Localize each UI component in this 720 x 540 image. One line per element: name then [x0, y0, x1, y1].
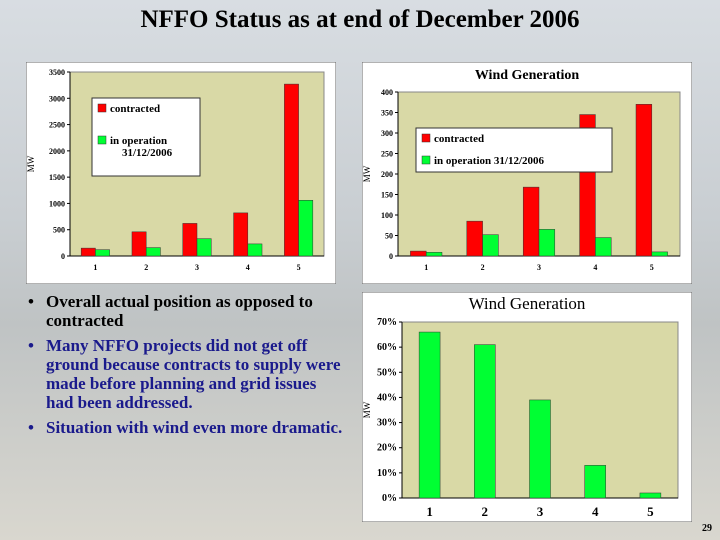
y-axis-label: MW [26, 155, 36, 172]
bar-contracted [80, 247, 96, 257]
bar-in-operation [95, 249, 110, 257]
bar-contracted [522, 186, 540, 257]
bullet-dot-icon: • [28, 418, 34, 437]
chart-title: Wind Generation [475, 68, 580, 83]
y-tick-label: 250 [381, 150, 393, 159]
bullet-item: • Situation with wind even more dramatic. [26, 418, 346, 437]
bullet-text: Many NFFO projects did not get off groun… [46, 336, 341, 412]
y-tick-label: 2000 [49, 147, 65, 156]
bar-in-operation [247, 243, 263, 257]
chart-svg: 0 500 1000 1500 2000 2500 3000 3500 MW 1 2 3 4 5 contr… [26, 62, 336, 284]
bar-in-operation [298, 200, 314, 257]
y-axis-label: MW [362, 165, 372, 182]
legend-label: in operation 31/12/2006 [434, 155, 545, 167]
x-tick-label: 1 [424, 263, 428, 272]
chart-svg: Wind Generation 0 50 100 150 200 250 300 350 400 M… [362, 62, 692, 284]
bar-contracted [131, 231, 147, 257]
legend-box [415, 127, 613, 173]
x-tick-label: 5 [297, 263, 301, 272]
bullet-text: Situation with wind even more dramatic. [46, 418, 343, 437]
bar-contracted [635, 104, 653, 257]
legend-label: contracted [110, 103, 160, 115]
x-tick-label: 3 [537, 263, 541, 272]
bar-percent [474, 344, 496, 499]
y-tick-label: 0% [382, 493, 397, 504]
x-tick-label: 3 [537, 504, 544, 519]
bar-in-operation [196, 238, 212, 257]
x-tick-label: 4 [246, 263, 250, 272]
bar-in-operation [425, 252, 443, 257]
y-tick-label: 400 [381, 88, 393, 97]
bullet-dot-icon: • [28, 292, 34, 311]
y-tick-label: 3000 [49, 94, 65, 103]
x-tick-label: 3 [195, 263, 199, 272]
bar-contracted [466, 220, 483, 257]
y-tick-label: 2500 [49, 121, 65, 130]
y-tick-label: 20% [377, 443, 397, 454]
legend-swatch [421, 133, 431, 143]
y-tick-label: 100 [381, 211, 393, 220]
bullet-list: • Overall actual position as opposed to c… [26, 292, 346, 443]
x-tick-label: 1 [93, 263, 97, 272]
y-axis-label: MW [362, 401, 372, 418]
x-tick-label: 1 [426, 504, 433, 519]
y-tick-label: 10% [377, 468, 397, 479]
y-tick-label: 30% [377, 418, 397, 429]
slide-title: NFFO Status as at end of December 2006 [140, 6, 580, 33]
y-tick-label: 1500 [49, 173, 65, 182]
legend-swatch [97, 103, 107, 113]
bullet-text: Overall actual position as opposed to co… [46, 292, 313, 330]
nffo-status-chart: 0 500 1000 1500 2000 2500 3000 3500 MW 1 2 3 4 5 contr… [26, 62, 336, 284]
bar-percent [418, 331, 441, 499]
legend-box [91, 97, 201, 177]
x-tick-label: 4 [592, 504, 599, 519]
wind-generation-percent-chart: Wind Generation 0% 10% 20% 30% 40% 50% 60% 70% MW… [362, 292, 692, 522]
y-tick-label: 200 [381, 170, 393, 179]
legend-label: in operation [110, 135, 167, 147]
legend-swatch [97, 135, 107, 145]
y-tick-label: 0 [61, 252, 65, 261]
y-tick-label: 50% [377, 367, 397, 378]
y-tick-label: 500 [53, 226, 65, 235]
y-tick-label: 3500 [49, 68, 65, 77]
y-tick-label: 0 [389, 252, 393, 261]
legend-label: contracted [434, 133, 484, 145]
bar-percent [639, 492, 662, 499]
x-tick-label: 2 [482, 504, 489, 519]
page-number: 29 [702, 523, 712, 534]
bar-contracted [233, 212, 249, 257]
bar-in-operation [538, 229, 556, 257]
chart-svg: Wind Generation 0% 10% 20% 30% 40% 50% 60% 70% MW… [362, 292, 692, 522]
y-tick-label: 300 [381, 129, 393, 138]
y-tick-label: 150 [381, 191, 393, 200]
bar-contracted [284, 83, 299, 257]
x-tick-label: 2 [144, 263, 148, 272]
bar-in-operation [482, 234, 499, 257]
chart-title: Wind Generation [469, 294, 586, 313]
bar-percent [529, 399, 551, 499]
y-tick-label: 350 [381, 109, 393, 118]
x-tick-label: 5 [650, 263, 654, 272]
x-tick-label: 4 [593, 263, 597, 272]
bullet-item: • Overall actual position as opposed to c… [26, 292, 346, 330]
bullet-dot-icon: • [28, 336, 34, 355]
bar-percent [584, 465, 606, 499]
y-tick-label: 40% [377, 392, 397, 403]
bar-in-operation [145, 247, 161, 257]
legend-swatch [421, 155, 431, 165]
y-tick-label: 70% [377, 317, 397, 328]
y-tick-label: 50 [385, 232, 393, 241]
bar-contracted [182, 223, 198, 257]
y-tick-label: 1000 [49, 199, 65, 208]
legend-label: 31/12/2006 [122, 147, 173, 159]
wind-generation-mw-chart: Wind Generation 0 50 100 150 200 250 300 350 400 M… [362, 62, 692, 284]
x-tick-label: 5 [647, 504, 654, 519]
bar-in-operation [595, 237, 612, 257]
bar-contracted [410, 250, 427, 257]
y-tick-label: 60% [377, 342, 397, 353]
bar-in-operation [651, 251, 668, 257]
x-tick-label: 2 [481, 263, 485, 272]
bullet-item: • Many NFFO projects did not get off grou… [26, 336, 346, 412]
